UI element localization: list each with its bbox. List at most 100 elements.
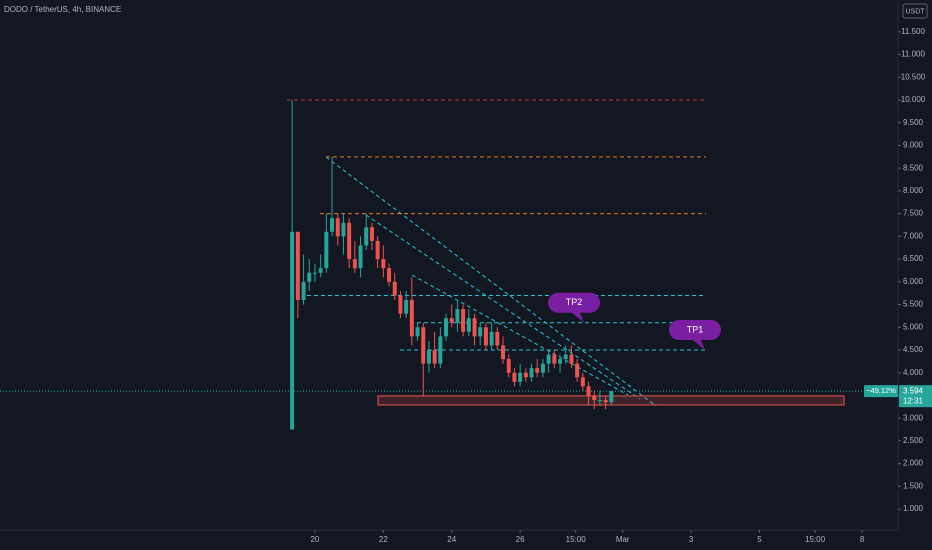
candle-body xyxy=(546,354,551,364)
currency[interactable]: USDT xyxy=(905,8,925,15)
y-tick-label: 11.000 xyxy=(901,50,925,59)
y-tick-label: 4.500 xyxy=(903,345,924,354)
last-price-label: 3.594 xyxy=(903,386,924,395)
x-tick-label: 8 xyxy=(860,535,865,544)
candle-body xyxy=(404,300,409,314)
candle-body xyxy=(489,331,494,346)
y-tick-label: 11.500 xyxy=(901,27,925,36)
candle-body xyxy=(415,327,420,337)
y-tick-label: 1.500 xyxy=(903,481,924,490)
trendlines xyxy=(325,156,657,407)
y-tick-label: 6.000 xyxy=(903,277,924,286)
annotation-text: TP1 xyxy=(687,324,704,334)
candle-body xyxy=(603,400,608,403)
candle-body xyxy=(495,331,500,346)
candle-body xyxy=(358,245,363,269)
y-tick-label: 9.000 xyxy=(903,141,924,150)
candle-body xyxy=(330,218,335,232)
candle-body xyxy=(523,372,528,378)
candle-body xyxy=(352,259,357,269)
annotation-bubble xyxy=(669,320,721,350)
candle-body xyxy=(432,350,437,364)
candle-body xyxy=(364,227,369,246)
candle-body xyxy=(558,359,563,364)
candle-body xyxy=(455,309,460,323)
y-tick-label: 5.000 xyxy=(903,322,924,331)
candle-body xyxy=(518,372,523,382)
last-price-box xyxy=(899,385,932,408)
candle-body xyxy=(483,327,488,346)
x-tick-label: 20 xyxy=(310,535,319,544)
candle-body xyxy=(312,272,317,274)
y-tick-label: 10.500 xyxy=(901,72,926,81)
candle-body xyxy=(335,218,340,237)
change-label: −49.12% xyxy=(866,386,896,395)
x-tick-label: Mar xyxy=(616,535,630,544)
candle-body xyxy=(478,327,483,337)
candle-body xyxy=(569,354,574,364)
candle-body xyxy=(398,295,403,314)
candle-body xyxy=(392,281,397,296)
y-tick-label: 7.000 xyxy=(903,231,924,240)
change-label-box xyxy=(864,385,898,398)
trendline xyxy=(365,214,641,400)
candle-body xyxy=(540,363,545,373)
y-tick-label: 2.000 xyxy=(903,459,924,468)
candle-body xyxy=(575,363,580,378)
candle-body xyxy=(597,400,602,401)
candle-body xyxy=(307,272,312,282)
y-tick-label: 8.000 xyxy=(903,186,924,195)
chart-title: DODO / TetherUS, 4h, BINANCE xyxy=(4,5,121,14)
candle-body xyxy=(341,222,346,237)
y-tick-label: 5.500 xyxy=(903,300,924,309)
y-tick-label: 7.500 xyxy=(903,209,924,218)
x-tick-label: 26 xyxy=(516,535,525,544)
candle-body xyxy=(529,368,534,378)
trendline xyxy=(325,156,657,407)
x-tick-label: 15:00 xyxy=(805,535,826,544)
candle-body xyxy=(592,395,597,400)
candle-body xyxy=(609,391,614,403)
candle-body xyxy=(369,227,374,241)
y-tick-label: 9.500 xyxy=(903,118,924,127)
candle-body xyxy=(466,318,471,332)
x-tick-label: 3 xyxy=(689,535,694,544)
candle-body xyxy=(421,327,426,364)
candle-body xyxy=(381,259,386,269)
candle-body xyxy=(552,354,557,364)
x-tick-label: 22 xyxy=(379,535,388,544)
y-tick-label: 1.000 xyxy=(903,504,924,513)
annotation-bubble xyxy=(548,292,600,323)
y-tick-label: 2.500 xyxy=(903,436,924,445)
trendline xyxy=(411,274,629,396)
candle-body xyxy=(375,240,380,260)
currency-box[interactable] xyxy=(902,3,928,19)
y-tick-label: 8.500 xyxy=(903,163,924,172)
candle-body xyxy=(290,231,295,430)
candle-body xyxy=(580,377,585,387)
candle-body xyxy=(444,318,449,337)
candle-body xyxy=(347,222,352,260)
candle-body xyxy=(512,372,517,382)
y-tick-label: 4.000 xyxy=(903,368,924,377)
candle-body xyxy=(449,318,454,323)
candle-body xyxy=(506,359,511,373)
x-tick-label: 15:00 xyxy=(566,535,587,544)
candle-body xyxy=(535,368,540,373)
candle-body xyxy=(409,300,414,337)
candle-body xyxy=(295,231,300,300)
candle-body xyxy=(318,268,323,273)
candle-body xyxy=(438,336,443,364)
candle-body xyxy=(324,231,329,269)
candle-body xyxy=(387,268,392,282)
x-tick-label: 24 xyxy=(447,535,456,544)
y-tick-label: 6.500 xyxy=(903,254,924,263)
candle-body xyxy=(301,281,306,300)
candle-body xyxy=(501,345,506,360)
candle-body xyxy=(461,309,466,332)
x-tick-label: 5 xyxy=(757,535,762,544)
candle-body xyxy=(426,350,431,364)
annotation-text: TP2 xyxy=(566,297,583,307)
